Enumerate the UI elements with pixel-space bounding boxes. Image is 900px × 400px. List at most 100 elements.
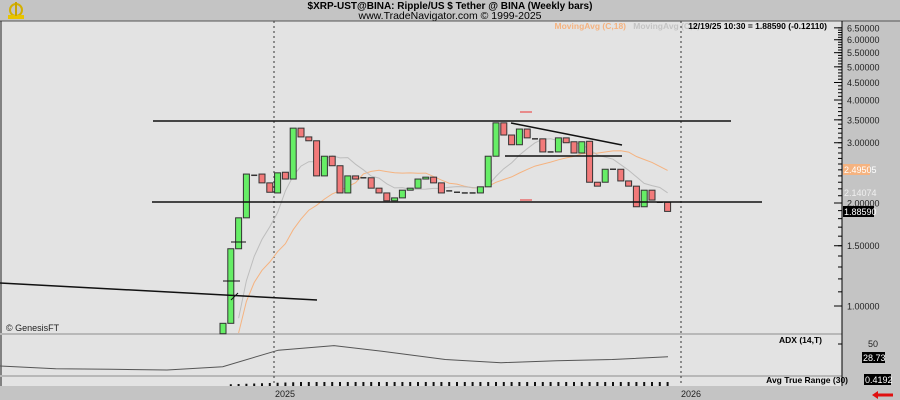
atr-bar bbox=[323, 382, 326, 386]
atr-bar bbox=[604, 382, 607, 386]
price-axis[interactable]: 6.50000 6.00000 5.50000 5.00000 4.50000 4.000… bbox=[834, 23, 880, 312]
y-tick-label: 4.00000 bbox=[847, 95, 880, 105]
candle-up bbox=[406, 187, 414, 191]
atr-bar bbox=[401, 382, 404, 386]
atr-bar bbox=[471, 382, 474, 386]
atr-bar bbox=[292, 382, 295, 386]
candle-up bbox=[391, 197, 399, 202]
adx-value-box bbox=[862, 352, 885, 363]
candle-up bbox=[554, 137, 562, 153]
atr-bar bbox=[479, 382, 482, 386]
atr-bar bbox=[635, 382, 638, 386]
candle-down bbox=[305, 136, 313, 142]
ma8-line bbox=[238, 138, 668, 319]
y-tick-label: 1.50000 bbox=[847, 241, 880, 251]
adx-title: ADX (14,T) bbox=[779, 335, 822, 345]
atr-bar bbox=[658, 382, 661, 386]
atr-bar bbox=[549, 382, 552, 386]
atr-bar bbox=[448, 382, 451, 386]
candle-down bbox=[508, 134, 516, 146]
long-trendline[interactable] bbox=[0, 282, 318, 301]
scroll-left-arrow-icon[interactable] bbox=[872, 391, 893, 399]
candle-down bbox=[266, 182, 274, 193]
atr-bar bbox=[580, 382, 583, 386]
y-tick-label: 5.00000 bbox=[847, 62, 880, 72]
candle-up bbox=[640, 189, 648, 208]
atr-bar bbox=[268, 383, 271, 386]
atr-bar bbox=[315, 382, 318, 386]
atr-bars bbox=[229, 382, 669, 386]
atr-bar bbox=[573, 382, 575, 386]
atr-bar bbox=[284, 382, 287, 386]
candle-down bbox=[617, 168, 625, 182]
atr-bar bbox=[541, 382, 544, 386]
candle-down bbox=[352, 175, 360, 180]
x-tick-2025: 2025 bbox=[275, 389, 295, 399]
candle-up bbox=[227, 248, 235, 324]
atr-bar bbox=[518, 382, 521, 386]
candle-down bbox=[593, 181, 601, 187]
atr-bar bbox=[495, 382, 497, 386]
atr-bar bbox=[643, 382, 646, 386]
candle-down bbox=[562, 137, 570, 144]
ma18-line bbox=[238, 150, 668, 334]
atr-bar bbox=[627, 382, 630, 386]
ma18-legend: MovingAvg (C,18) bbox=[555, 21, 627, 31]
atr-bar bbox=[487, 382, 490, 386]
candle-down bbox=[539, 138, 547, 153]
atr-bar bbox=[456, 382, 458, 386]
atr-bar bbox=[237, 384, 240, 386]
atr-bar bbox=[526, 382, 529, 386]
candle-up bbox=[274, 172, 282, 194]
candle-down bbox=[648, 189, 656, 201]
candle-up bbox=[398, 189, 406, 199]
y-tick-label: 1.00000 bbox=[847, 302, 880, 312]
candle-down bbox=[367, 177, 375, 189]
chart-subtitle: www.TradeNavigator.com © 1999-2025 bbox=[358, 10, 542, 22]
atr-bar bbox=[612, 382, 614, 386]
candle-down bbox=[383, 192, 391, 202]
candle-up bbox=[344, 175, 352, 194]
sextant-logo-icon bbox=[8, 2, 24, 19]
y-tick-label: 2.00000 bbox=[847, 198, 880, 208]
adx-line bbox=[0, 345, 669, 371]
candle-down bbox=[664, 201, 672, 212]
atr-bar bbox=[409, 382, 412, 386]
candle-down bbox=[328, 155, 336, 167]
candle-up bbox=[289, 127, 297, 180]
candle-up bbox=[601, 168, 609, 183]
atr-bar bbox=[463, 382, 466, 386]
ma18-value: 2.49505 bbox=[844, 165, 877, 175]
copyright-label: © GenesisFT bbox=[6, 323, 60, 333]
x-tick-2026: 2026 bbox=[681, 389, 701, 399]
y-tick-label: 6.50000 bbox=[847, 23, 880, 33]
atr-bar bbox=[354, 382, 357, 386]
atr-bar bbox=[245, 383, 248, 386]
atr-title: Avg True Range (30) bbox=[766, 375, 848, 385]
atr-bar bbox=[432, 382, 435, 386]
atr-bar bbox=[385, 382, 388, 386]
tick-mark bbox=[230, 292, 239, 301]
last-price-value: 1.88590 bbox=[844, 207, 877, 217]
candle-up bbox=[578, 141, 586, 154]
candle-down bbox=[500, 122, 508, 136]
candle-up bbox=[235, 217, 243, 250]
y-tick-label: 3.00000 bbox=[847, 138, 880, 148]
descending-trendline[interactable] bbox=[510, 122, 623, 146]
candle-down bbox=[297, 127, 305, 138]
last-price-box bbox=[843, 206, 874, 217]
candle-down bbox=[625, 180, 633, 187]
atr-bar bbox=[502, 382, 505, 386]
candles bbox=[219, 122, 672, 335]
atr-bar bbox=[619, 382, 622, 386]
atr-bar bbox=[253, 383, 256, 386]
ma8-legend: MovingAvg (C,8) bbox=[633, 21, 700, 31]
atr-bar bbox=[393, 382, 396, 386]
atr-bar bbox=[339, 382, 341, 386]
atr-bar bbox=[666, 382, 669, 386]
candle-up bbox=[414, 178, 422, 189]
candle-up bbox=[422, 176, 430, 180]
plot-area bbox=[0, 21, 842, 386]
candle-up bbox=[515, 128, 523, 146]
